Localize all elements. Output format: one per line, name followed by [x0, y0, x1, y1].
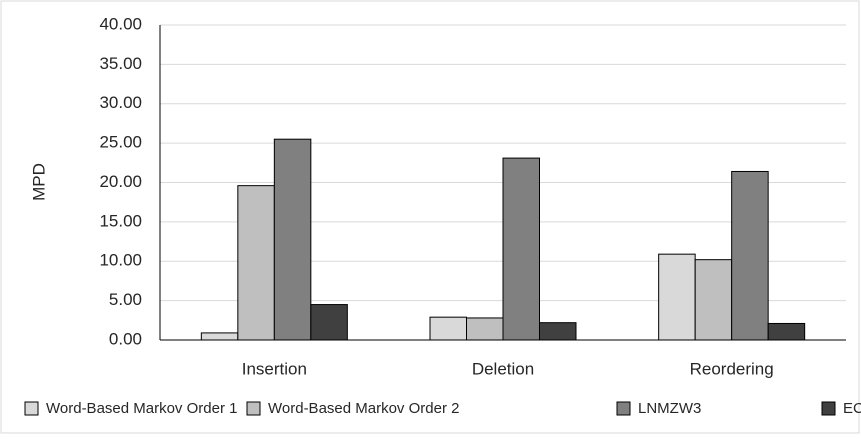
y-tick-label: 20.00 — [99, 172, 142, 191]
legend-swatch — [616, 401, 631, 416]
y-axis-label: MPD — [29, 163, 48, 201]
y-tick-label: 10.00 — [99, 251, 142, 270]
bar — [466, 317, 504, 341]
bar — [429, 316, 467, 341]
bar — [310, 304, 348, 341]
legend-label: LNMZW3 — [638, 400, 701, 417]
bar — [539, 322, 577, 341]
x-tick-label: Deletion — [472, 359, 534, 378]
bar — [273, 138, 312, 341]
y-tick-label: 35.00 — [99, 54, 142, 73]
bar — [731, 170, 769, 341]
legend-label: Word-Based Markov Order 1 — [46, 400, 237, 417]
bar — [237, 185, 275, 341]
legend-label: Word-Based Markov Order 2 — [268, 400, 459, 417]
legend-label: ECL — [843, 400, 861, 417]
legend-swatch — [246, 401, 261, 416]
bar — [767, 322, 806, 341]
bar — [694, 259, 733, 341]
bar — [502, 157, 540, 341]
legend-swatch — [821, 401, 836, 416]
bar — [658, 253, 696, 341]
bar — [200, 332, 239, 341]
legend-swatch — [24, 401, 39, 416]
y-tick-label: 5.00 — [109, 290, 142, 309]
y-tick-label: 0.00 — [109, 329, 142, 348]
y-tick-label: 40.00 — [99, 14, 142, 33]
y-tick-label: 25.00 — [99, 133, 142, 152]
y-tick-label: 15.00 — [99, 211, 142, 230]
y-tick-label: 30.00 — [99, 93, 142, 112]
x-tick-label: Insertion — [242, 359, 307, 378]
x-tick-label: Reordering — [690, 359, 774, 378]
